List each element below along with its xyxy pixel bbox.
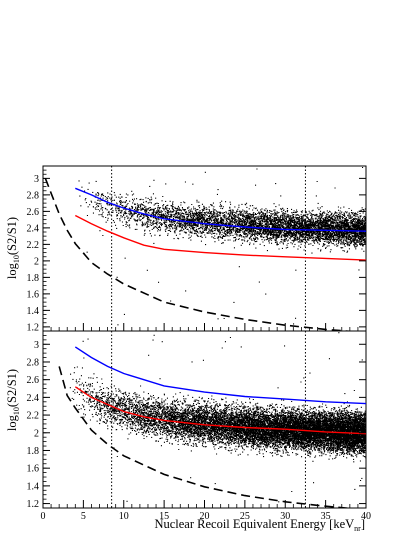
top-y-axis-title: log10(S2/S1)	[5, 217, 21, 279]
top-y-tick-label: 1.6	[27, 289, 40, 300]
bottom-y-axis-title: log10(S2/S1)	[5, 369, 21, 431]
bottom-y-tick-label: 2	[34, 428, 39, 439]
bottom-x-tick-label: 5	[81, 511, 86, 522]
top-y-tick-label: 1.8	[27, 273, 40, 284]
top-y-tick-label: 2.8	[27, 190, 40, 201]
bottom-x-tick-label: 0	[41, 511, 46, 522]
bottom-y-tick-label: 2.8	[27, 357, 40, 368]
bottom-x-tick-label: 10	[119, 511, 129, 522]
top-y-tick-label: 2	[34, 256, 39, 267]
top-blue-curve	[75, 187, 366, 232]
bottom-y-axis-title-suffix: (S2/S1)	[5, 369, 19, 407]
bottom-y-axis-title-prefix: log	[5, 414, 19, 431]
bottom-blue-curve	[74, 346, 366, 405]
bottom-y-tick-label: 2.2	[27, 411, 40, 422]
top-y-tick-label: 3	[34, 174, 39, 185]
bottom-x-tick-label: 15	[159, 511, 169, 522]
bottom-x-tick-label: 25	[240, 511, 250, 522]
x-axis-title: Nuclear Recoil Equivalent Energy [keVnr]	[154, 517, 365, 533]
top-y-axis-title-prefix: log	[5, 262, 19, 279]
bottom-panel-plot-area	[58, 331, 366, 508]
bottom-x-tick-label: 35	[321, 511, 331, 522]
bottom-scatter-points	[69, 332, 366, 503]
bottom-y-axis-title-sub: 10	[12, 407, 21, 415]
bottom-y-tick-label: 2.6	[27, 375, 40, 386]
bottom-red-curve	[74, 386, 366, 435]
bottom-x-tick-label: 40	[361, 511, 371, 522]
x-axis-title-main: Nuclear Recoil Equivalent Energy [keV	[154, 517, 354, 531]
top-y-axis-title-suffix: (S2/S1)	[5, 217, 19, 255]
x-axis-title-sub: nr	[354, 524, 361, 533]
bottom-y-tick-label: 2.4	[27, 393, 40, 404]
top-y-tick-label: 2.6	[27, 207, 40, 218]
bottom-x-tick-label: 20	[200, 511, 210, 522]
top-panel-frame	[42, 165, 367, 332]
top-y-tick-label: 1.2	[27, 322, 40, 333]
x-axis-title-end: ]	[361, 517, 365, 531]
top-y-tick-label: 1.4	[27, 306, 40, 317]
top-dashed-curve	[44, 178, 356, 331]
bottom-dashed-curve	[58, 366, 355, 508]
axes-layer: 1.2 1.4 1.6 1.8 2 2.2 2.4 2.6 2.8 3 1.2 1.4 1.6 1.8 2 2…	[27, 169, 371, 522]
bottom-y-tick-label: 1.2	[27, 499, 40, 510]
top-y-tick-label: 2.4	[27, 223, 40, 234]
bottom-x-tick-label: 30	[280, 511, 290, 522]
top-y-axis-title-sub: 10	[12, 255, 21, 263]
top-panel-plot-area	[44, 166, 366, 331]
bottom-y-tick-label: 3	[34, 340, 39, 351]
top-y-tick-label: 2.2	[27, 240, 40, 251]
top-red-curve	[74, 214, 366, 261]
bottom-y-tick-label: 1.6	[27, 464, 40, 475]
top-scatter-points	[78, 166, 366, 326]
bottom-y-tick-label: 1.4	[27, 481, 40, 492]
bottom-y-tick-label: 1.8	[27, 446, 40, 457]
